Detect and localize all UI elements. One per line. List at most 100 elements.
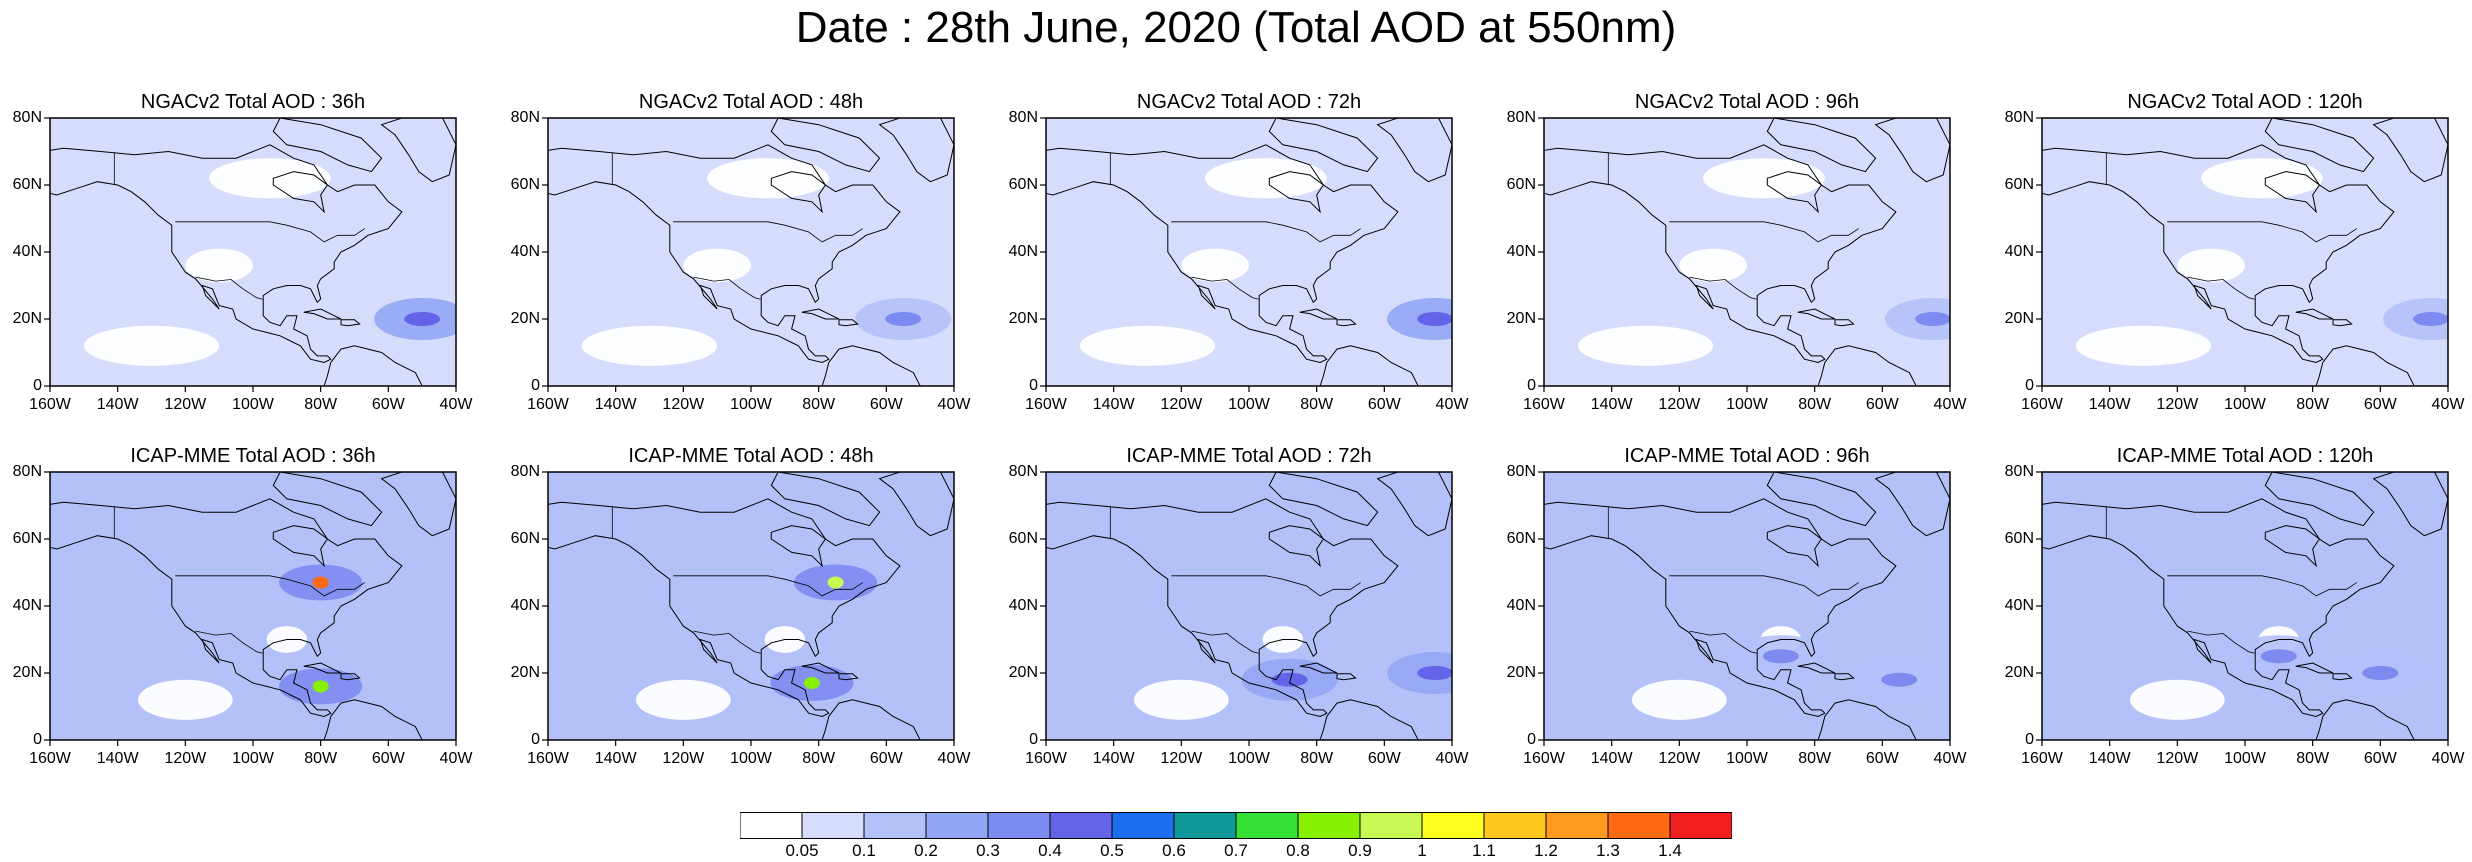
lat-tick-label: 80N bbox=[510, 109, 540, 126]
aod-hotspot bbox=[1915, 312, 1950, 326]
lat-tick-label: 40N bbox=[2004, 597, 2034, 614]
aod-clean-patch bbox=[137, 679, 233, 720]
aod-hotspot bbox=[312, 680, 329, 693]
map-panel: ICAP-MME Total AOD : 36h 80N 60N 40N 20N 0 160… bbox=[13, 444, 546, 770]
coastline bbox=[272, 525, 329, 568]
lat-tick-label: 80N bbox=[2004, 463, 2034, 480]
coastline bbox=[2295, 308, 2334, 320]
lon-tick-label: 40W bbox=[439, 750, 473, 767]
lon-tick-label: 40W bbox=[1933, 396, 1967, 413]
lon-tick-label: 80W bbox=[802, 396, 836, 413]
lat-tick-label: 40N bbox=[12, 597, 42, 614]
lat-tick-label: 40N bbox=[1008, 243, 1038, 260]
coastline bbox=[303, 662, 342, 674]
lon-tick-label: 80W bbox=[1798, 396, 1832, 413]
aod-background-field bbox=[1046, 472, 1452, 740]
coastline bbox=[380, 118, 456, 183]
country-border bbox=[1191, 630, 1259, 654]
coastline bbox=[2332, 319, 2353, 327]
aod-clean-patch bbox=[2075, 325, 2212, 366]
coastline bbox=[1544, 498, 1897, 718]
aod-clean-patch bbox=[1079, 325, 1216, 366]
panel-title: NGACv2 Total AOD : 120h bbox=[2127, 91, 2363, 113]
lon-tick-label: 80W bbox=[1300, 750, 1334, 767]
coastline bbox=[2372, 472, 2448, 537]
lat-tick-label: 20N bbox=[1008, 664, 1038, 681]
coastline bbox=[770, 171, 827, 214]
lon-tick-label: 120W bbox=[164, 396, 207, 413]
coastline bbox=[1766, 118, 1877, 173]
coastline bbox=[838, 673, 859, 681]
lon-tick-label: 140W bbox=[2088, 750, 2131, 767]
country-border bbox=[693, 630, 761, 654]
coastline bbox=[1268, 525, 1325, 568]
aod-hotspot bbox=[2413, 312, 2448, 326]
legend-swatch bbox=[1545, 812, 1609, 839]
legend-swatch bbox=[1235, 812, 1299, 839]
panel-title: NGACv2 Total AOD : 36h bbox=[140, 91, 366, 113]
coastline bbox=[272, 171, 329, 214]
lat-tick-label: 0 bbox=[2025, 731, 2034, 748]
aod-hotspot bbox=[803, 677, 820, 690]
aod-map bbox=[1538, 471, 1951, 746]
coastline bbox=[2264, 525, 2321, 568]
aod-map bbox=[1040, 471, 1453, 746]
country-border bbox=[195, 630, 263, 654]
lat-tick-label: 40N bbox=[1506, 597, 1536, 614]
lon-tick-label: 160W bbox=[1025, 750, 1067, 767]
lat-tick-label: 20N bbox=[1506, 310, 1536, 327]
lon-tick-label: 120W bbox=[1160, 396, 1203, 413]
lat-tick-label: 40N bbox=[2004, 243, 2034, 260]
lon-tick-label: 120W bbox=[662, 750, 705, 767]
map-panel: ICAP-MME Total AOD : 120h 80N 60N 40N 20N 0 16… bbox=[2005, 444, 2472, 770]
coastline bbox=[303, 308, 342, 320]
lat-tick-label: 20N bbox=[510, 310, 540, 327]
legend-label: 0.9 bbox=[1348, 841, 1372, 860]
country-border bbox=[673, 221, 863, 243]
aod-clean-patch bbox=[2129, 679, 2225, 720]
legend-swatch bbox=[1669, 812, 1732, 839]
lon-tick-label: 120W bbox=[1658, 396, 1701, 413]
country-border bbox=[195, 276, 263, 300]
lon-tick-label: 40W bbox=[2431, 396, 2465, 413]
aod-clean-patch bbox=[1181, 248, 1249, 283]
map-panel: NGACv2 Total AOD : 72h 80N 60N 40N 20N 0 160W 1… bbox=[1009, 90, 1542, 416]
lon-tick-label: 100W bbox=[1228, 396, 1270, 413]
figure-title: Date : 28th June, 2020 (Total AOD at 550… bbox=[795, 3, 1677, 52]
coastline bbox=[2332, 673, 2353, 681]
aod-hotspot bbox=[827, 576, 844, 589]
lon-tick-label: 100W bbox=[2224, 750, 2266, 767]
panel-title: NGACv2 Total AOD : 48h bbox=[638, 91, 864, 113]
lon-tick-label: 100W bbox=[232, 396, 274, 413]
legend-label: 0.4 bbox=[1038, 841, 1062, 860]
lat-tick-label: 20N bbox=[1506, 664, 1536, 681]
coastline bbox=[1299, 662, 1338, 674]
coastline bbox=[2264, 472, 2375, 527]
coastline bbox=[272, 472, 383, 527]
lon-tick-label: 120W bbox=[1658, 750, 1701, 767]
country-border bbox=[2187, 630, 2255, 654]
coastline bbox=[1376, 118, 1452, 183]
lon-tick-label: 140W bbox=[2088, 396, 2131, 413]
legend-swatch bbox=[1173, 812, 1237, 839]
lon-tick-label: 100W bbox=[730, 396, 772, 413]
legend-label: 0.5 bbox=[1100, 841, 1124, 860]
lat-tick-label: 20N bbox=[1008, 310, 1038, 327]
coastline bbox=[323, 345, 423, 386]
lon-tick-label: 100W bbox=[730, 750, 772, 767]
lat-tick-label: 40N bbox=[510, 243, 540, 260]
lat-tick-label: 20N bbox=[12, 664, 42, 681]
lon-tick-label: 140W bbox=[1092, 396, 1135, 413]
coastline bbox=[1268, 171, 1325, 214]
country-border bbox=[175, 221, 365, 243]
legend-swatch bbox=[740, 812, 803, 839]
lat-tick-label: 0 bbox=[1527, 377, 1536, 394]
aod-background-field bbox=[50, 472, 456, 740]
lon-tick-label: 160W bbox=[1523, 396, 1565, 413]
map-panel: NGACv2 Total AOD : 120h 80N 60N 40N 20N 0 160W… bbox=[2005, 90, 2472, 416]
legend-swatch bbox=[863, 812, 927, 839]
lon-tick-label: 140W bbox=[1590, 750, 1633, 767]
map-panel: NGACv2 Total AOD : 96h 80N 60N 40N 20N 0 160W 1… bbox=[1507, 90, 2040, 416]
legend-swatch bbox=[1359, 812, 1423, 839]
country-border bbox=[673, 575, 863, 597]
